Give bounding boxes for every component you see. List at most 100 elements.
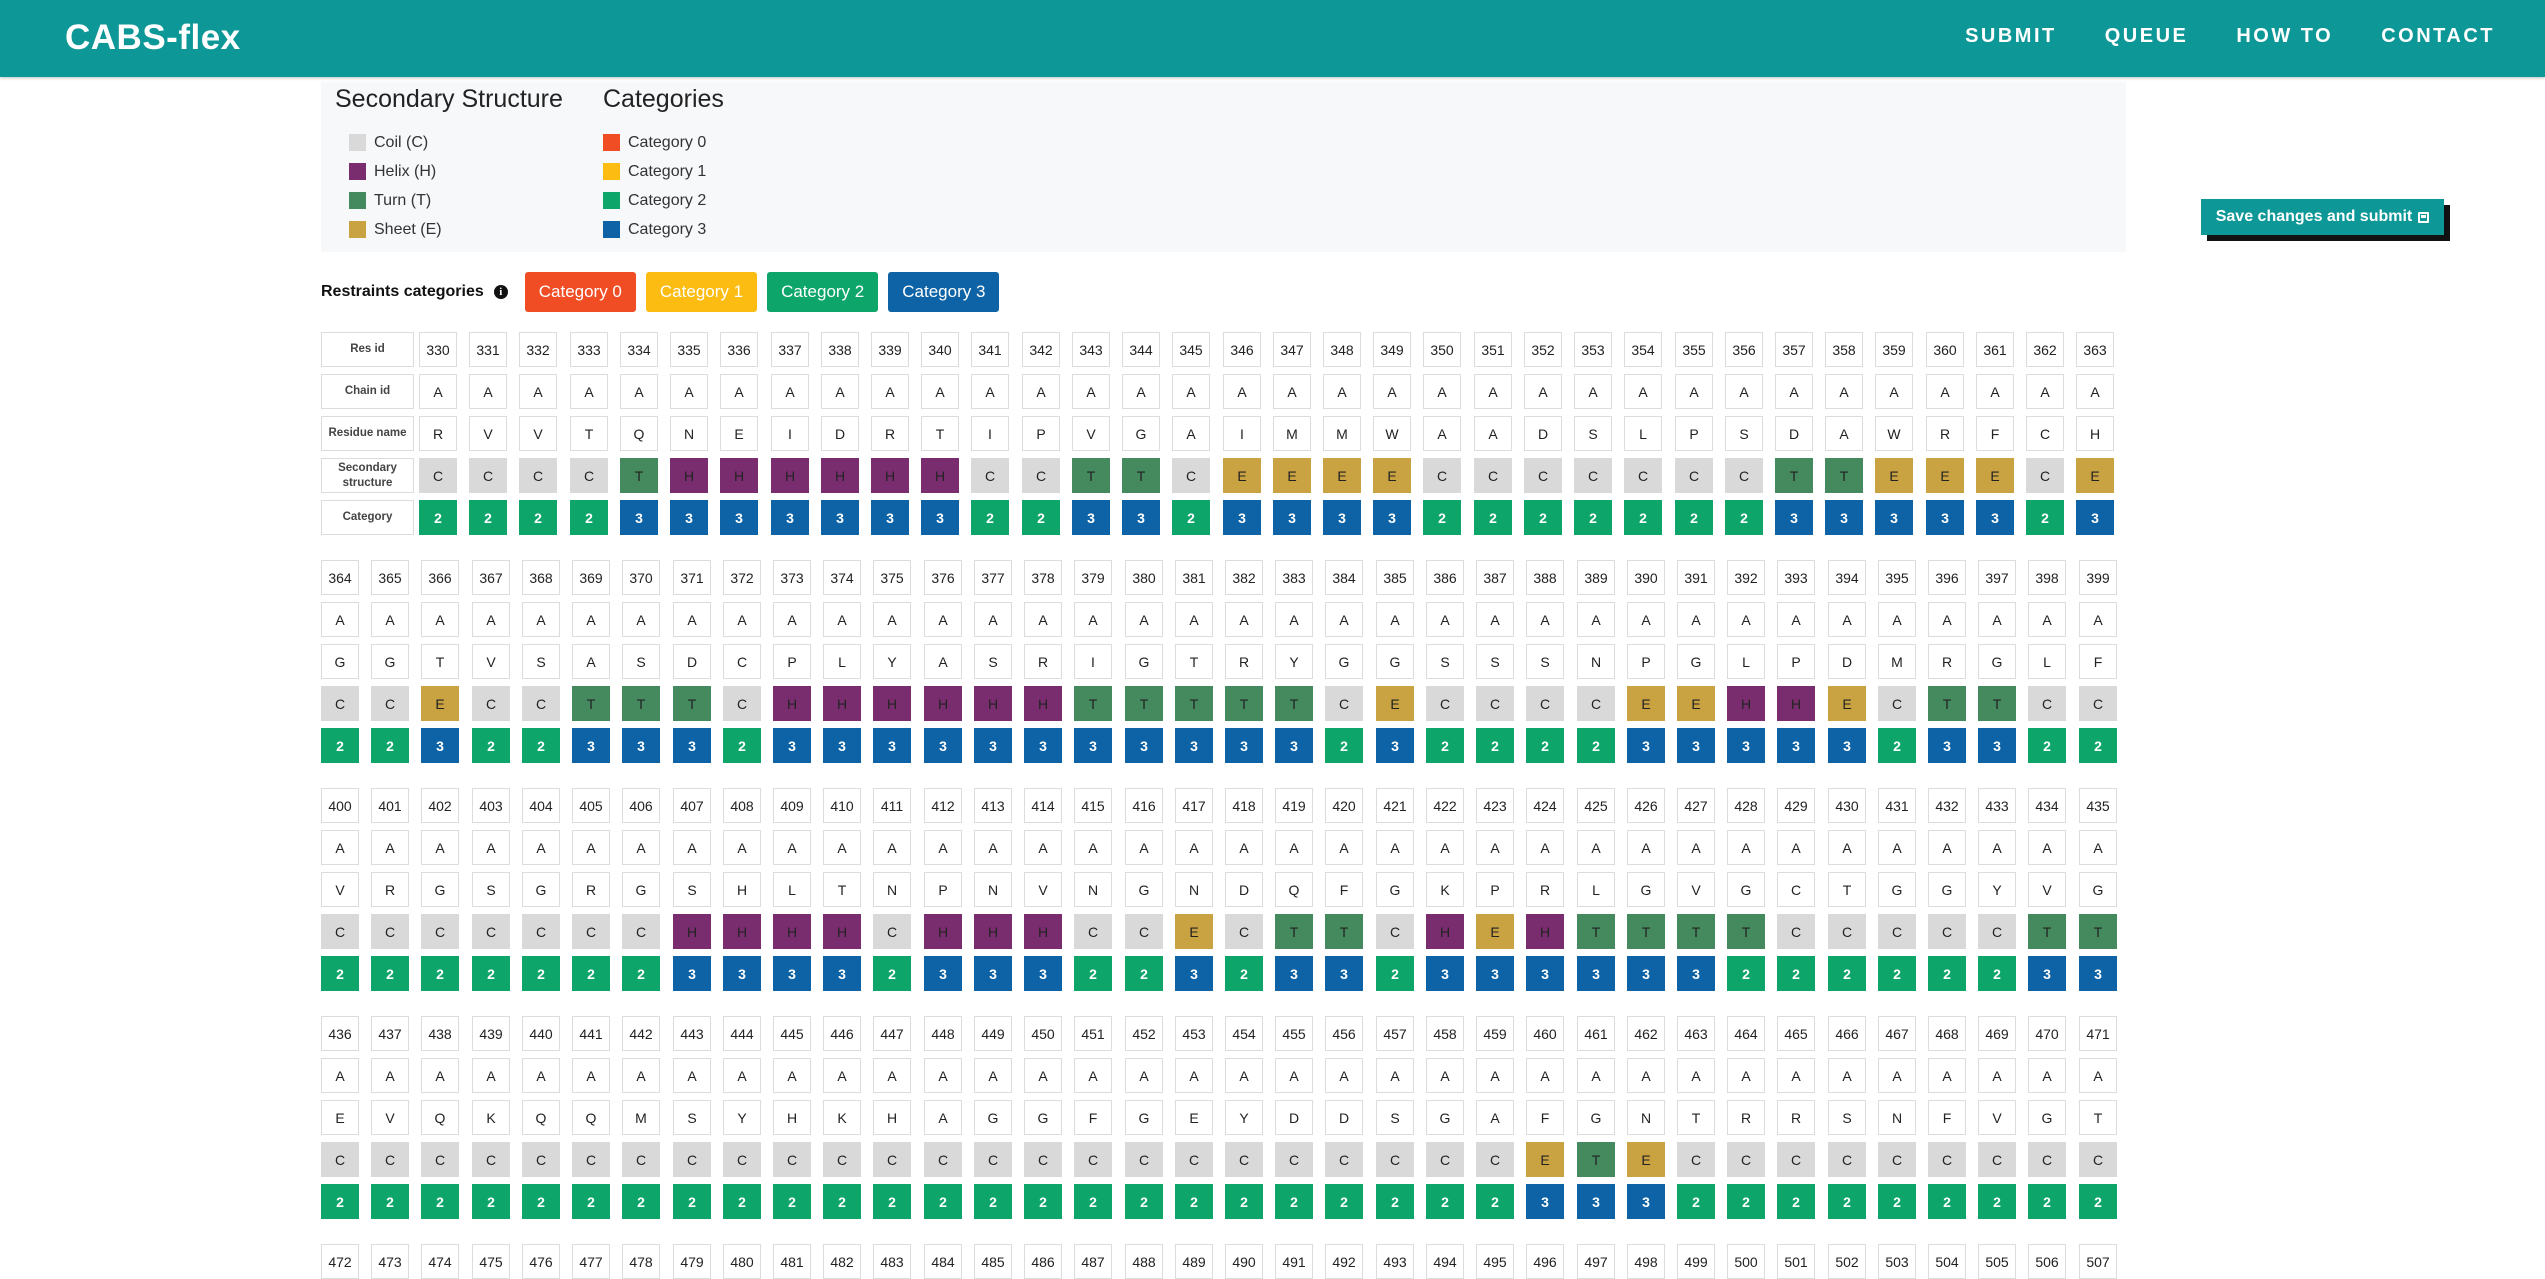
category-cell[interactable]: 2 xyxy=(2079,1184,2117,1219)
category-cell[interactable]: 2 xyxy=(1426,728,1464,763)
category-cell[interactable]: 2 xyxy=(1878,1184,1916,1219)
category-cell[interactable]: 3 xyxy=(1526,956,1564,991)
category-cell[interactable]: 3 xyxy=(1373,500,1411,535)
category-cell[interactable]: 2 xyxy=(522,1184,560,1219)
category-cell[interactable]: 3 xyxy=(1825,500,1863,535)
category-cell[interactable]: 2 xyxy=(2079,728,2117,763)
category-cell[interactable]: 2 xyxy=(1524,500,1562,535)
category-cell[interactable]: 3 xyxy=(1275,728,1313,763)
category-cell[interactable]: 2 xyxy=(1426,1184,1464,1219)
category-cell[interactable]: 2 xyxy=(522,728,560,763)
category-cell[interactable]: 2 xyxy=(823,1184,861,1219)
category-cell[interactable]: 2 xyxy=(873,1184,911,1219)
category-cell[interactable]: 2 xyxy=(1172,500,1210,535)
category-cell[interactable]: 3 xyxy=(1526,1184,1564,1219)
category-cell[interactable]: 3 xyxy=(2028,956,2066,991)
category-cell[interactable]: 2 xyxy=(1928,956,1966,991)
category-cell[interactable]: 3 xyxy=(1175,956,1213,991)
category-cell[interactable]: 3 xyxy=(821,500,859,535)
category-cell[interactable]: 3 xyxy=(1376,728,1414,763)
category-cell[interactable]: 2 xyxy=(519,500,557,535)
category-cell[interactable]: 3 xyxy=(1627,728,1665,763)
category-cell[interactable]: 2 xyxy=(924,1184,962,1219)
nav-how-to[interactable]: HOW TO xyxy=(2236,25,2334,47)
category-cell[interactable]: 3 xyxy=(1325,956,1363,991)
nav-queue[interactable]: QUEUE xyxy=(2104,25,2189,47)
info-icon[interactable]: i xyxy=(493,285,508,299)
category-cell[interactable]: 2 xyxy=(971,500,1009,535)
category-cell[interactable]: 3 xyxy=(1577,956,1615,991)
nav-contact[interactable]: CONTACT xyxy=(2381,25,2495,47)
category-cell[interactable]: 2 xyxy=(2026,500,2064,535)
category-cell[interactable]: 2 xyxy=(723,1184,761,1219)
category-cell[interactable]: 3 xyxy=(1122,500,1160,535)
save-changes-submit-button[interactable]: Save changes and submit xyxy=(2201,199,2444,235)
category-cell[interactable]: 3 xyxy=(1777,728,1815,763)
category-cell[interactable]: 3 xyxy=(1775,500,1813,535)
category-3-button[interactable]: Category 3 xyxy=(888,272,1000,312)
category-cell[interactable]: 2 xyxy=(1978,1184,2016,1219)
category-cell[interactable]: 2 xyxy=(321,956,359,991)
category-cell[interactable]: 3 xyxy=(1727,728,1765,763)
category-cell[interactable]: 2 xyxy=(321,728,359,763)
category-cell[interactable]: 2 xyxy=(1777,1184,1815,1219)
category-cell[interactable]: 3 xyxy=(622,728,660,763)
category-cell[interactable]: 3 xyxy=(1926,500,1964,535)
category-cell[interactable]: 2 xyxy=(321,1184,359,1219)
category-cell[interactable]: 3 xyxy=(871,500,909,535)
category-cell[interactable]: 3 xyxy=(1125,728,1163,763)
category-cell[interactable]: 3 xyxy=(1223,500,1261,535)
category-cell[interactable]: 3 xyxy=(1677,728,1715,763)
category-cell[interactable]: 3 xyxy=(873,728,911,763)
category-cell[interactable]: 2 xyxy=(1074,956,1112,991)
category-cell[interactable]: 2 xyxy=(1022,500,1060,535)
category-cell[interactable]: 3 xyxy=(2076,500,2114,535)
category-cell[interactable]: 3 xyxy=(1976,500,2014,535)
category-cell[interactable]: 2 xyxy=(570,500,608,535)
brand-logo[interactable]: CABS-flex xyxy=(65,18,241,57)
category-cell[interactable]: 3 xyxy=(974,728,1012,763)
category-cell[interactable]: 3 xyxy=(673,728,711,763)
category-cell[interactable]: 2 xyxy=(1777,956,1815,991)
category-cell[interactable]: 3 xyxy=(620,500,658,535)
category-1-button[interactable]: Category 1 xyxy=(645,272,758,312)
category-cell[interactable]: 2 xyxy=(1474,500,1512,535)
category-cell[interactable]: 2 xyxy=(371,728,409,763)
category-cell[interactable]: 2 xyxy=(469,500,507,535)
category-cell[interactable]: 2 xyxy=(723,728,761,763)
category-cell[interactable]: 2 xyxy=(421,956,459,991)
category-cell[interactable]: 3 xyxy=(1273,500,1311,535)
category-cell[interactable]: 3 xyxy=(1828,728,1866,763)
category-cell[interactable]: 3 xyxy=(421,728,459,763)
category-cell[interactable]: 2 xyxy=(572,1184,610,1219)
category-cell[interactable]: 3 xyxy=(1024,956,1062,991)
category-cell[interactable]: 3 xyxy=(1175,728,1213,763)
category-cell[interactable]: 3 xyxy=(773,728,811,763)
category-cell[interactable]: 3 xyxy=(1024,728,1062,763)
category-cell[interactable]: 2 xyxy=(1325,1184,1363,1219)
category-cell[interactable]: 2 xyxy=(1828,956,1866,991)
category-cell[interactable]: 2 xyxy=(1476,728,1514,763)
category-cell[interactable]: 3 xyxy=(1072,500,1110,535)
category-cell[interactable]: 2 xyxy=(2028,1184,2066,1219)
category-cell[interactable]: 2 xyxy=(1725,500,1763,535)
category-cell[interactable]: 2 xyxy=(1225,956,1263,991)
category-cell[interactable]: 2 xyxy=(873,956,911,991)
category-cell[interactable]: 2 xyxy=(1727,1184,1765,1219)
category-cell[interactable]: 2 xyxy=(1125,1184,1163,1219)
category-cell[interactable]: 3 xyxy=(924,956,962,991)
category-cell[interactable]: 2 xyxy=(472,1184,510,1219)
category-cell[interactable]: 2 xyxy=(1677,1184,1715,1219)
category-cell[interactable]: 2 xyxy=(1624,500,1662,535)
category-cell[interactable]: 2 xyxy=(974,1184,1012,1219)
category-cell[interactable]: 2 xyxy=(1727,956,1765,991)
category-cell[interactable]: 3 xyxy=(773,956,811,991)
category-cell[interactable]: 2 xyxy=(371,956,409,991)
category-cell[interactable]: 3 xyxy=(1577,1184,1615,1219)
category-cell[interactable]: 3 xyxy=(1275,956,1313,991)
category-cell[interactable]: 2 xyxy=(1074,1184,1112,1219)
category-cell[interactable]: 2 xyxy=(1878,728,1916,763)
category-cell[interactable]: 3 xyxy=(771,500,809,535)
category-cell[interactable]: 3 xyxy=(723,956,761,991)
category-cell[interactable]: 2 xyxy=(622,1184,660,1219)
